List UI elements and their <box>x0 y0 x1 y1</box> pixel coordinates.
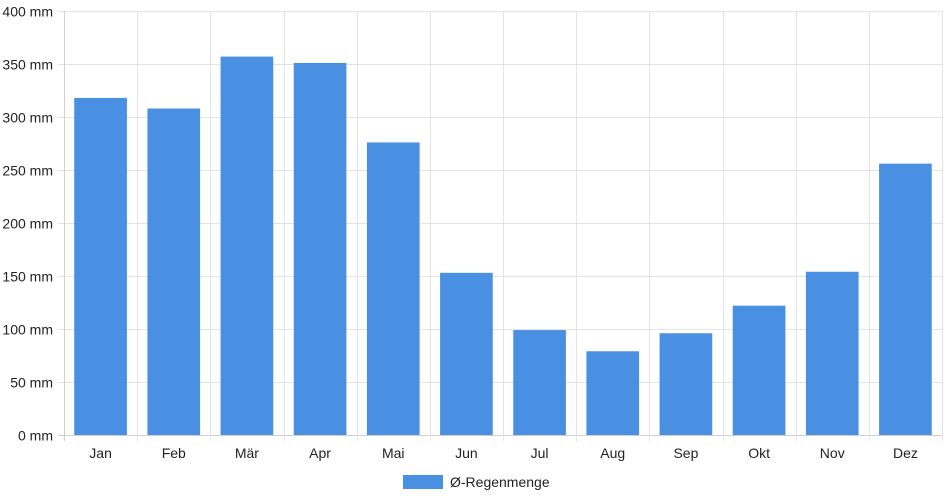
x-tick-label: Apr <box>309 445 331 461</box>
bar-jul <box>513 330 566 435</box>
y-tick-label: 250 mm <box>2 163 53 179</box>
y-tick-labels: 0 mm 50 mm 100 mm 150 mm 200 mm 250 mm 300 mm 3… <box>2 4 53 444</box>
legend-swatch[interactable] <box>403 475 443 489</box>
x-tick-label: Jan <box>89 445 112 461</box>
y-tick-label: 0 mm <box>18 428 53 444</box>
y-tick-label: 150 mm <box>2 269 53 285</box>
x-tick-label: Mär <box>235 445 259 461</box>
x-tick-label: Sep <box>673 445 698 461</box>
x-tick-label: Mai <box>382 445 405 461</box>
x-tick-label: Aug <box>600 445 625 461</box>
bar-jun <box>440 272 493 435</box>
bar-okt <box>732 305 786 435</box>
y-tick-label: 300 mm <box>2 110 53 126</box>
legend[interactable]: Ø-Regenmenge <box>403 474 550 490</box>
bar-jan <box>74 97 127 436</box>
x-tick-labels: Jan Feb Mär Apr Mai Jun Jul Aug Sep Okt Nov Dez <box>89 445 918 461</box>
bar-mär <box>220 56 274 435</box>
y-tick-label: 200 mm <box>2 216 53 232</box>
bar-nov <box>805 271 859 435</box>
bar-mai <box>366 142 420 435</box>
y-tick-label: 350 mm <box>2 57 53 73</box>
y-tick-label: 400 mm <box>2 4 53 20</box>
legend-label[interactable]: Ø-Regenmenge <box>450 474 550 490</box>
grid-lines <box>58 11 943 441</box>
x-tick-label: Feb <box>162 445 186 461</box>
bar-sep <box>659 333 713 435</box>
x-tick-label: Okt <box>748 445 770 461</box>
x-tick-label: Jul <box>531 445 549 461</box>
x-tick-label: Nov <box>820 445 845 461</box>
y-tick-label: 50 mm <box>10 375 53 391</box>
x-tick-label: Dez <box>893 445 918 461</box>
bar-aug <box>586 351 640 435</box>
bars <box>74 56 932 436</box>
bar-feb <box>147 108 201 436</box>
bar-dez <box>879 163 932 435</box>
y-tick-label: 100 mm <box>2 322 53 338</box>
bar-apr <box>293 62 347 435</box>
x-tick-label: Jun <box>455 445 478 461</box>
